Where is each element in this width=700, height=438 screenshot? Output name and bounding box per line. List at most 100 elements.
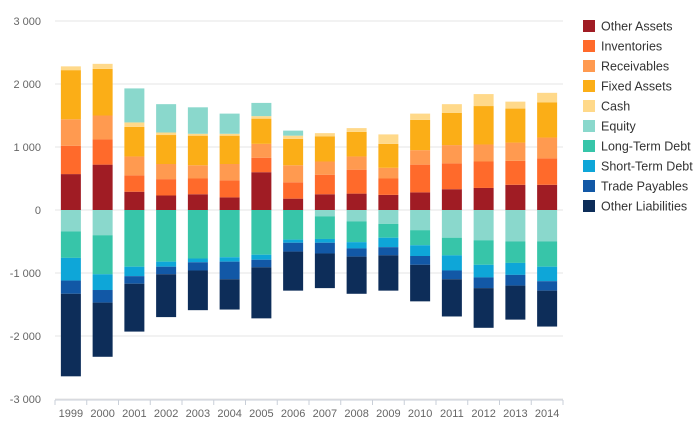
legend-item-other-liabilities[interactable]: Other Liabilities [583, 200, 687, 214]
bar-segment-fixed-assets [156, 135, 177, 165]
x-tick-label: 2001 [122, 408, 146, 420]
x-tick-label: 2002 [154, 408, 178, 420]
bar-segment-other-liabilities [441, 279, 462, 317]
bar-segment-long-term-debt [219, 210, 240, 258]
bar-segment-other-liabilities [410, 264, 431, 302]
legend-item-inventories[interactable]: Inventories [583, 40, 662, 54]
bar-segment-receivables [378, 167, 399, 179]
bar-segment-inventories [251, 157, 272, 173]
bar-segment-cash [92, 63, 113, 69]
bar-segment-inventories [505, 160, 526, 185]
x-axis: 1999 2000 2001 2002 2003 2004 2005 2006 2007 2008… [54, 399, 564, 420]
bar-segment-other-liabilities [505, 285, 526, 320]
bar-segment-fixed-assets [410, 119, 431, 151]
bar-segment-other-assets [251, 172, 272, 210]
bar-segment-other-assets [314, 194, 335, 210]
legend-item-receivables[interactable]: Receivables [583, 60, 669, 74]
legend-label: Cash [601, 100, 630, 114]
legend-item-other-assets[interactable]: Other Assets [583, 20, 673, 34]
bar-segment-fixed-assets [378, 143, 399, 168]
bar-segment-receivables [60, 119, 81, 146]
bar-segment-fixed-assets [124, 126, 145, 157]
bar-segment-equity [219, 113, 240, 134]
legend-swatch [583, 120, 595, 132]
bar-segment-receivables [283, 165, 304, 183]
legend-swatch [583, 160, 595, 172]
bar-segment-equity [410, 210, 431, 231]
legend-item-long-term-debt[interactable]: Long-Term Debt [583, 140, 691, 154]
bar-segment-fixed-assets [441, 112, 462, 146]
bar-segment-short-term-debt [124, 266, 145, 277]
legend-swatch [583, 200, 595, 212]
bar-segment-fixed-assets [187, 135, 208, 166]
bar-segment-fixed-assets [314, 136, 335, 162]
legend-item-trade-payables[interactable]: Trade Payables [583, 180, 688, 194]
bar-segment-fixed-assets [92, 68, 113, 116]
bar-segment-receivables [410, 150, 431, 165]
bar-segment-cash [156, 132, 177, 136]
bar-segment-long-term-debt [505, 241, 526, 263]
bar-segment-cash [441, 104, 462, 113]
bar-segment-fixed-assets [283, 138, 304, 166]
bar-segment-equity [60, 210, 81, 232]
bar-segment-cash [537, 92, 558, 103]
bar-segment-inventories [314, 174, 335, 195]
bar-segment-inventories [187, 178, 208, 195]
legend-item-cash[interactable]: Cash [583, 100, 630, 114]
bar-segment-long-term-debt [124, 210, 145, 267]
bar-segment-equity [124, 88, 145, 123]
bar-segment-other-liabilities [92, 302, 113, 357]
bar-segment-receivables [219, 164, 240, 181]
bar-segment-equity [251, 102, 272, 117]
bar-segment-trade-payables [473, 277, 494, 289]
bar-segment-other-liabilities [156, 274, 177, 318]
bar-segment-inventories [60, 145, 81, 175]
bar-segment-fixed-assets [473, 106, 494, 145]
bar-segment-inventories [378, 178, 399, 195]
bar-segment-long-term-debt [187, 210, 208, 259]
y-tick-label: 3 000 [13, 16, 41, 28]
bar-segment-long-term-debt [60, 231, 81, 258]
legend-swatch [583, 140, 595, 152]
bar-segment-inventories [346, 169, 367, 194]
legend-item-short-term-debt[interactable]: Short-Term Debt [583, 160, 693, 174]
bar-segment-equity [378, 210, 399, 224]
bar-segment-other-liabilities [378, 255, 399, 291]
bar-segment-fixed-assets [251, 118, 272, 144]
bar-segment-receivables [92, 115, 113, 140]
bar-segment-short-term-debt [251, 254, 272, 260]
bar-segment-fixed-assets [346, 131, 367, 157]
bar-segment-trade-payables [219, 261, 240, 280]
legend-label: Receivables [601, 60, 669, 74]
bar-segment-trade-payables [156, 266, 177, 275]
bar-segment-trade-payables [283, 242, 304, 252]
y-tick-label: 0 [35, 205, 41, 217]
bar-segment-short-term-debt [187, 258, 208, 263]
bar-segment-long-term-debt [537, 241, 558, 267]
bar-segment-equity [537, 210, 558, 242]
bar-segment-other-assets [283, 198, 304, 210]
bar-segment-inventories [156, 179, 177, 196]
legend-label: Other Liabilities [601, 200, 687, 214]
bar-segment-fixed-assets [505, 108, 526, 143]
bar-segment-other-liabilities [537, 290, 558, 327]
y-tick-label: -1 000 [10, 268, 41, 280]
legend-item-equity[interactable]: Equity [583, 120, 636, 134]
legend-label: Fixed Assets [601, 80, 672, 94]
bar-segment-other-assets [219, 197, 240, 210]
bar-segment-short-term-debt [346, 242, 367, 249]
bar-segment-other-liabilities [251, 267, 272, 319]
bar-segment-equity [92, 210, 113, 236]
bar-segment-other-assets [505, 184, 526, 210]
bar-segment-receivables [441, 145, 462, 164]
bar-segment-inventories [537, 158, 558, 185]
legend-item-fixed-assets[interactable]: Fixed Assets [583, 80, 672, 94]
legend-swatch [583, 100, 595, 112]
legend-swatch [583, 60, 595, 72]
bar-segment-long-term-debt [410, 230, 431, 246]
bar-segment-other-assets [124, 191, 145, 210]
bar-segment-cash [378, 134, 399, 144]
bar-segment-cash [410, 113, 431, 120]
bar-segment-short-term-debt [156, 261, 177, 267]
